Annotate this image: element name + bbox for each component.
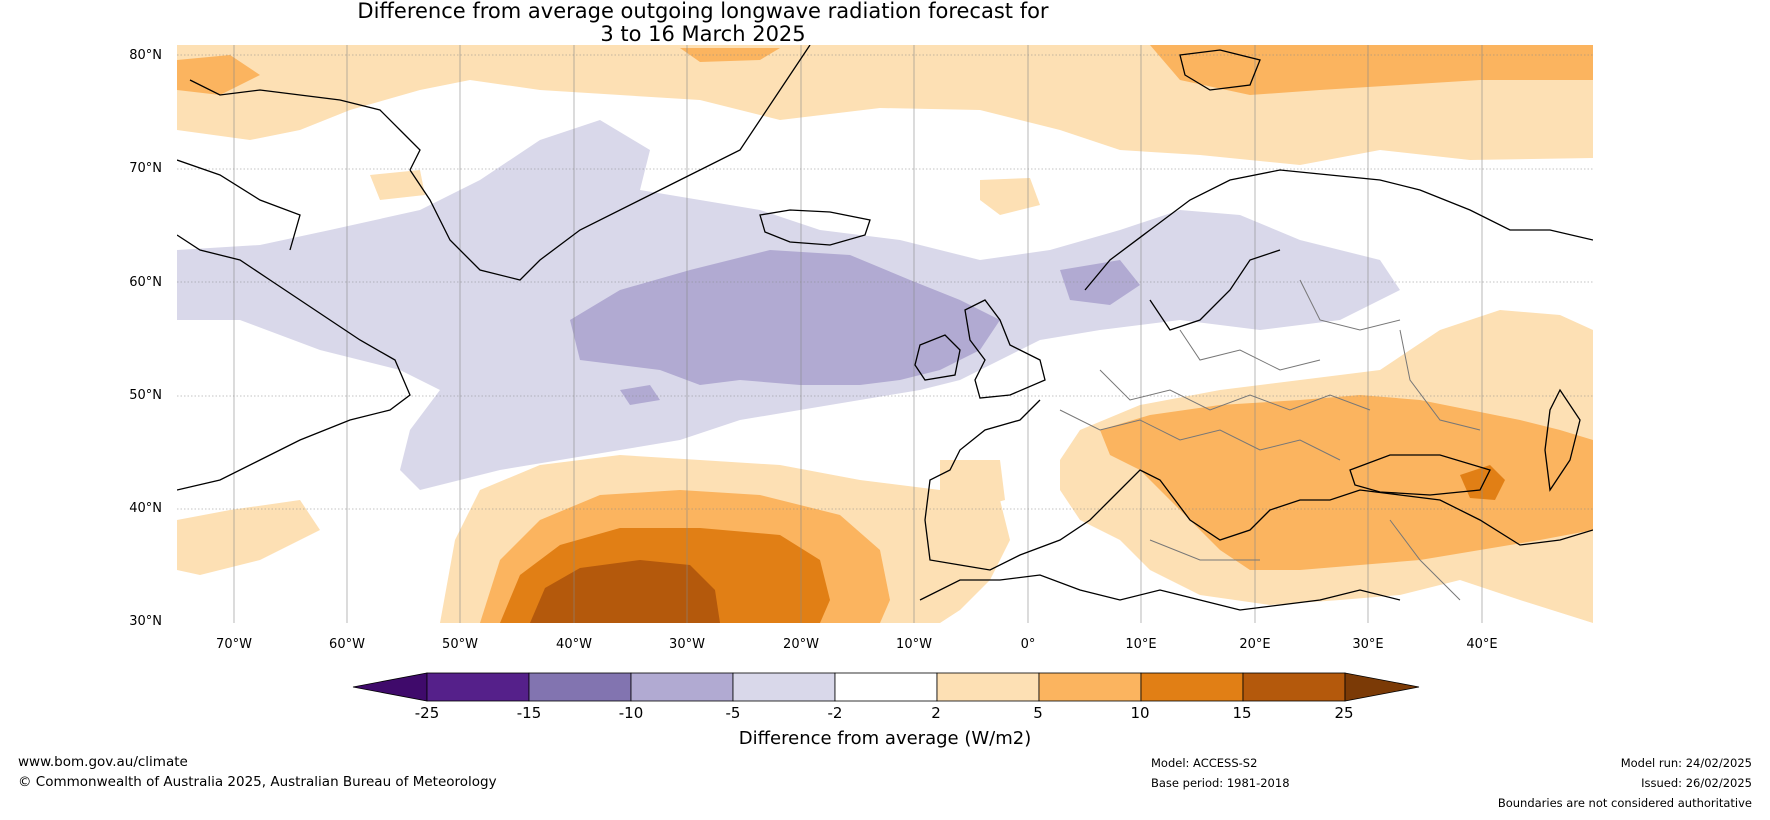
model-text: Model: ACCESS-S2: [1151, 756, 1258, 770]
lon-label-20w: 20°W: [783, 637, 819, 652]
country-borders: [1059, 279, 1481, 601]
title-line-2: 3 to 16 March 2025: [600, 22, 806, 46]
model-run-text: Model run: 24/02/2025: [1620, 756, 1752, 770]
colorbar-extend-low: [352, 672, 428, 702]
lon-label-40w: 40°W: [556, 637, 592, 652]
atlantic-negative-strong: [570, 250, 1000, 385]
longitude-gridlines: [233, 45, 1483, 623]
lon-label-10e: 10°E: [1125, 637, 1157, 652]
lon-label-30e: 30°E: [1352, 637, 1384, 652]
africa-coastline: [919, 574, 1401, 611]
colorbar-segment: [1038, 672, 1142, 702]
disclaimer-text: Boundaries are not considered authoritat…: [1497, 796, 1752, 810]
britain-coastline: [964, 299, 1046, 399]
scandinavia-coastline: [1084, 169, 1593, 331]
europe-borders: [1059, 279, 1481, 601]
labrador-coastline: [177, 159, 301, 251]
lat-label-30n: 30°N: [129, 614, 162, 629]
lon-label-50w: 50°W: [442, 637, 478, 652]
colorbar-segment: [1140, 672, 1244, 702]
colorbar-tick-label: -25: [414, 704, 440, 722]
colorbar-segment: [426, 672, 530, 702]
lon-label-0: 0°: [1020, 637, 1036, 652]
colorbar-segment: [1242, 672, 1346, 702]
europe-positive-medium: [1100, 395, 1593, 570]
svalbard-coastline: [1179, 49, 1261, 91]
atlantic-negative-small: [620, 385, 660, 405]
copyright-text: © Commonwealth of Australia 2025, Austra…: [18, 774, 497, 790]
europe-coastline: [924, 399, 1593, 571]
colorbar-tick-label: 25: [1334, 704, 1354, 722]
colorbar-segment: [936, 672, 1040, 702]
colorbar-segment: [732, 672, 836, 702]
lat-label-40n: 40°N: [129, 501, 162, 516]
caspian-coastline: [1544, 388, 1581, 492]
lat-label-80n: 80°N: [129, 48, 162, 63]
lat-label-70n: 70°N: [129, 161, 162, 176]
north-america-coastline: [177, 234, 411, 491]
colorbar-tick-label: 5: [1033, 704, 1043, 722]
arctic-positive-strong-west: [177, 55, 260, 95]
black-sea-coastline: [1349, 454, 1491, 496]
colorbar-tick-label: 10: [1130, 704, 1150, 722]
title-line-1: Difference from average outgoing longwav…: [357, 0, 1049, 23]
colorbar-extend-high: [1344, 672, 1420, 702]
colorbar-tick-label: 2: [931, 704, 941, 722]
ireland-coastline: [914, 334, 961, 381]
base-period-text: Base period: 1981-2018: [1151, 776, 1290, 790]
lon-label-70w: 70°W: [216, 637, 252, 652]
colorbar-label: Difference from average (W/m2): [738, 728, 1032, 749]
norwegian-sea-positive-patch: [980, 178, 1040, 215]
lon-label-40e: 40°E: [1466, 637, 1498, 652]
lon-label-20e: 20°E: [1239, 637, 1271, 652]
greenland-coastline: [189, 45, 811, 281]
map-title: Difference from average outgoing longwav…: [0, 0, 1406, 46]
west-atlantic-positive: [177, 500, 320, 575]
anomaly-shading: [177, 45, 1593, 623]
iceland-coastline: [759, 209, 871, 246]
colorbar-tick-label: -2: [827, 704, 843, 722]
scandinavia-negative-strong: [1060, 260, 1140, 305]
issued-text: Issued: 26/02/2025: [1641, 776, 1752, 790]
lon-label-60w: 60°W: [329, 637, 365, 652]
colorbar-segment: [834, 672, 938, 702]
lon-label-30w: 30°W: [669, 637, 705, 652]
iberia-positive: [940, 460, 1005, 510]
colorbar-segment: [528, 672, 632, 702]
colorbar: [352, 672, 1420, 702]
colorbar-tick-label: 15: [1232, 704, 1252, 722]
colorbar-tick-label: -10: [618, 704, 644, 722]
lat-label-50n: 50°N: [129, 388, 162, 403]
lon-label-10w: 10°W: [896, 637, 932, 652]
website-text: www.bom.gov.au/climate: [18, 754, 188, 770]
lat-label-60n: 60°N: [129, 275, 162, 290]
colorbar-segment: [630, 672, 734, 702]
subtropical-positive-max: [530, 560, 720, 623]
hudson-positive-patch: [370, 170, 425, 200]
colorbar-tick-label: -15: [516, 704, 542, 722]
colorbar-tick-label: -5: [725, 704, 741, 722]
coastlines: [177, 45, 1593, 611]
latitude-gridlines: [177, 54, 1593, 510]
